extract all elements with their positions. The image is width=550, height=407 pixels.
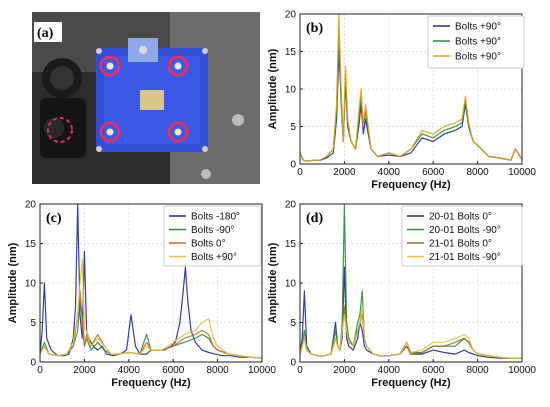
bolt-head-icon: [106, 62, 114, 70]
bolt-marker-icon: [99, 121, 121, 143]
panel-letter-a: (a): [37, 26, 54, 41]
y-tick-label: 20: [25, 200, 37, 211]
y-tick-label: 10: [285, 279, 297, 290]
knob-cap-icon: [50, 66, 74, 90]
y-tick-label: 10: [285, 85, 297, 96]
x-tick-label: 10000: [508, 167, 536, 178]
x-tick-label: 4000: [378, 365, 401, 376]
y-axis-title: Amplitude (nm): [267, 242, 279, 323]
legend-label: Bolts +90°: [455, 22, 501, 33]
x-tick-label: 0: [297, 365, 303, 376]
bolt-marker-icon: [167, 55, 189, 77]
x-tick-label: 0: [37, 365, 43, 376]
x-tick-label: 8000: [466, 167, 489, 178]
y-tick-label: 15: [25, 239, 37, 250]
legend-box: [427, 15, 525, 69]
legend-label: 21-01 Bolts -90°: [429, 252, 501, 263]
legend-label: Bolts -90°: [191, 225, 234, 236]
x-tick-label: 6000: [162, 365, 185, 376]
x-tick-label: 4000: [118, 365, 141, 376]
y-tick-label: 10: [25, 279, 37, 290]
bolt-head-icon: [174, 62, 182, 70]
legend-label: Bolts 0°: [191, 239, 226, 250]
table-screw-icon: [201, 169, 211, 179]
x-tick-label: 2000: [73, 365, 96, 376]
dial-marker-icon: [47, 117, 73, 143]
panel-letter: (c): [46, 211, 62, 226]
screw-icon: [96, 146, 102, 152]
photo-panel: (a): [32, 12, 260, 184]
panel-letter: (d): [306, 211, 323, 226]
x-axis-title: Frequency (Hz): [371, 179, 451, 191]
table-screw-icon: [232, 114, 244, 126]
y-tick-label: 15: [285, 47, 297, 58]
y-tick-label: 0: [290, 358, 296, 369]
y-axis-title: Amplitude (nm): [7, 242, 19, 323]
top-screw-icon: [139, 46, 147, 54]
bolt-head-icon: [106, 128, 114, 136]
panel-letter: (b): [306, 21, 323, 36]
x-tick-label: 10000: [508, 365, 536, 376]
bolt-markers: [99, 55, 189, 143]
y-tick-label: 5: [290, 122, 296, 133]
series-line-3: [39, 258, 263, 359]
bolt-marker-icon: [99, 55, 121, 77]
x-tick-label: 6000: [422, 167, 445, 178]
y-tick-label: 15: [285, 239, 297, 250]
x-tick-label: 8000: [206, 365, 229, 376]
x-tick-label: 0: [297, 167, 303, 178]
y-tick-label: 20: [285, 10, 297, 21]
x-tick-label: 4000: [378, 167, 401, 178]
screw-icon: [96, 48, 102, 54]
x-tick-label: 2000: [333, 365, 356, 376]
bolt-head-icon: [174, 128, 182, 136]
chart-panel-c: 0 2000 4000 6000 8000 10000 0 5 10 15 20 Frequency …: [7, 200, 276, 390]
chart-panel-b: 0 2000 4000 6000 8000 10000 0 5 10 15 20 Frequency …: [267, 10, 536, 192]
x-axis-title: Frequency (Hz): [371, 377, 451, 389]
y-tick-label: 0: [30, 358, 36, 369]
y-tick-label: 5: [290, 318, 296, 329]
bolt-marker-icon: [167, 121, 189, 143]
legend-label: 20-01 Bolts -90°: [429, 225, 501, 236]
y-axis-title: Amplitude (nm): [267, 48, 279, 129]
legend-box: [401, 205, 523, 267]
legend-label: 21-01 Bolts 0°: [429, 239, 492, 250]
y-tick-label: 20: [285, 200, 297, 211]
legend-box: [163, 205, 262, 267]
screw-icon: [202, 146, 208, 152]
series-line-3: [299, 306, 522, 359]
series-line-2: [299, 13, 523, 162]
x-axis-title: Frequency (Hz): [111, 377, 191, 389]
y-tick-label: 5: [30, 318, 36, 329]
x-tick-label: 6000: [422, 365, 445, 376]
x-tick-label: 2000: [333, 167, 356, 178]
legend-label: Bolts +90°: [455, 37, 501, 48]
legend-label: 20-01 Bolts 0°: [429, 212, 492, 223]
sample-window: [140, 90, 164, 110]
legend-label: Bolts -180°: [191, 212, 240, 223]
x-tick-label: 8000: [466, 365, 489, 376]
legend-label: Bolts +90°: [191, 252, 237, 263]
y-tick-label: 0: [290, 160, 296, 171]
corner-screws: [96, 48, 244, 179]
legend-label: Bolts +90°: [455, 52, 501, 63]
screw-icon: [202, 48, 208, 54]
chart-panel-d: 0 2000 4000 6000 8000 10000 0 5 10 15 20 Frequency …: [267, 200, 536, 390]
photo-letter-box: [34, 22, 62, 42]
x-tick-label: 10000: [248, 365, 276, 376]
dial-icon: [44, 118, 64, 138]
